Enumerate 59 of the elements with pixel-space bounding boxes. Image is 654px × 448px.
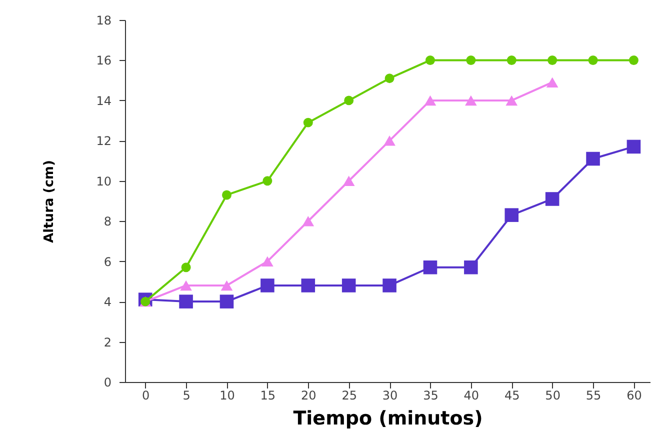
x-axis-title: Tiempo (minutos) <box>293 408 483 430</box>
point <box>220 294 234 308</box>
x-tick-label: 50 <box>545 388 560 402</box>
point <box>548 55 558 65</box>
x-tick-label: 55 <box>586 388 602 402</box>
point <box>423 260 438 274</box>
point <box>504 208 519 222</box>
x-tick-label: 60 <box>626 388 642 402</box>
point <box>465 95 477 106</box>
point <box>180 280 192 291</box>
point <box>546 77 558 88</box>
point <box>466 55 476 65</box>
point <box>342 176 355 186</box>
point <box>181 262 191 272</box>
y-axis-title: Altura (cm) <box>42 160 58 243</box>
y-tick-label: 10 <box>96 174 112 188</box>
x-tick-label: 40 <box>464 388 480 402</box>
y-tick-label: 16 <box>96 54 112 68</box>
x-tick-label: 0 <box>142 388 150 402</box>
point <box>464 260 478 274</box>
point <box>342 278 356 292</box>
point <box>260 278 274 292</box>
point <box>220 280 233 291</box>
point <box>626 140 641 154</box>
point <box>506 55 516 65</box>
point <box>222 190 232 200</box>
point <box>303 118 313 128</box>
point <box>424 95 436 106</box>
point <box>262 176 272 186</box>
point <box>425 55 435 65</box>
point <box>588 55 598 65</box>
x-tick-label: 10 <box>220 388 235 402</box>
point <box>382 278 396 292</box>
y-tick-label: 14 <box>96 94 112 108</box>
y-tick-label: 0 <box>104 376 112 390</box>
point <box>384 74 394 84</box>
point <box>545 192 560 206</box>
point <box>344 96 354 106</box>
point <box>302 216 314 226</box>
x-tick-label: 35 <box>423 388 438 402</box>
y-tick-label: 18 <box>96 14 112 28</box>
x-tick-label: 30 <box>382 388 398 402</box>
x-tick-label: 15 <box>260 388 276 402</box>
y-tick-label: 4 <box>104 295 112 310</box>
point <box>628 55 638 65</box>
point <box>586 152 600 166</box>
x-tick-label: 5 <box>182 388 190 402</box>
point <box>301 278 316 292</box>
point <box>384 136 396 146</box>
y-tick-label: 8 <box>104 214 112 229</box>
point <box>262 256 274 266</box>
x-tick-label: 20 <box>301 388 316 402</box>
point <box>506 95 518 106</box>
y-tick-label: 12 <box>96 134 112 148</box>
point <box>179 294 193 308</box>
y-tick-label: 2 <box>104 335 112 350</box>
x-tick-label: 25 <box>342 388 357 402</box>
x-tick-label: 45 <box>504 388 520 402</box>
y-tick-label: 6 <box>104 254 112 269</box>
